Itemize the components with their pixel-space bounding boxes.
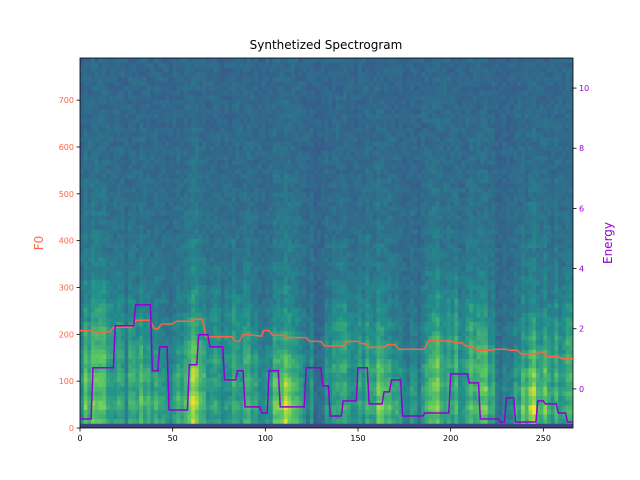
right-tick-label: 4 (579, 265, 584, 274)
right-tick-label: 0 (579, 385, 584, 394)
x-tick-label: 150 (350, 434, 365, 443)
left-tick-label: 600 (59, 143, 74, 152)
energy-line (80, 303, 573, 423)
right-tick-label: 10 (579, 84, 589, 93)
right-tick-label: 2 (579, 325, 584, 334)
x-tick-label: 250 (536, 434, 551, 443)
x-tick-label: 100 (258, 434, 273, 443)
left-tick-label: 200 (59, 330, 74, 339)
left-tick-label: 300 (59, 283, 74, 292)
left-tick-label: 0 (69, 424, 74, 433)
left-tick-label: 700 (59, 96, 74, 105)
left-tick-label: 500 (59, 190, 74, 199)
plot-frame (79, 57, 574, 429)
x-tick-label: 0 (77, 434, 82, 443)
f0-line (80, 318, 573, 360)
right-tick-label: 8 (579, 144, 584, 153)
left-tick-label: 100 (59, 377, 74, 386)
x-tick-label: 200 (443, 434, 458, 443)
left-axis-label: F0 (32, 236, 46, 251)
x-tick-label: 50 (168, 434, 178, 443)
right-tick-label: 6 (579, 204, 584, 213)
left-tick-label: 400 (59, 237, 74, 246)
chart-title: Synthetized Spectrogram (250, 38, 403, 52)
spectrogram-heatmap (80, 58, 573, 428)
right-axis-label: Energy (601, 222, 615, 264)
